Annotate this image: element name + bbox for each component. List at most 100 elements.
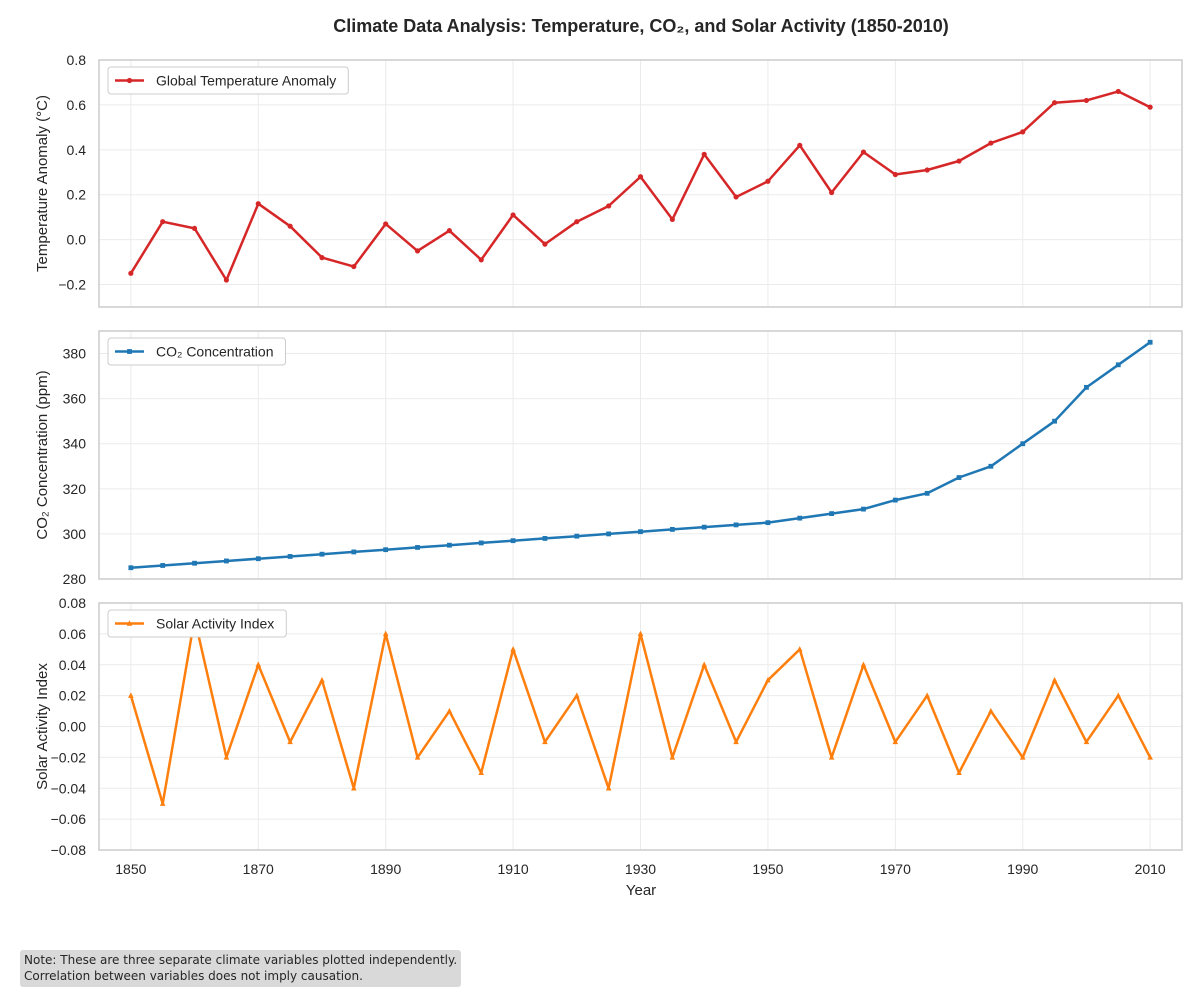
solar-data-point	[510, 646, 516, 652]
co2-y-tick-label: 360	[63, 391, 87, 407]
co2-legend: CO₂ Concentration	[107, 337, 286, 366]
x-axis: 1850 1870 1890 1910 1930 1950 1970 1990 2010	[115, 861, 1166, 877]
solar-data-point	[1115, 692, 1122, 698]
temperature-y-tick-label: −0.2	[58, 277, 86, 293]
note-box: Note: These are three separate climate v…	[20, 950, 462, 987]
co2-data-point	[797, 515, 803, 521]
co2-data-point	[574, 533, 580, 539]
co2-data-point	[733, 522, 739, 528]
solar-data-point	[605, 785, 612, 791]
solar-frame	[98, 602, 1183, 851]
co2-data-point	[669, 527, 675, 532]
temperature-frame	[98, 59, 1183, 308]
co2-data-point	[542, 536, 548, 541]
x-tick-label: 1950	[752, 861, 783, 877]
x-tick-label: 1850	[115, 861, 146, 877]
solar-y-axis-label: Solar Activity Index	[34, 663, 51, 790]
solar-data-point	[637, 630, 644, 637]
co2-data-point	[1020, 441, 1026, 447]
solar-data-point	[542, 738, 548, 745]
co2-data-point	[160, 563, 166, 568]
co2-y-tick-label: 320	[63, 481, 87, 497]
x-tick-label: 1890	[370, 861, 401, 877]
solar-data-point	[1147, 754, 1153, 760]
co2-y-tick-label: 380	[63, 346, 87, 362]
temperature-y-tick-label: 0.4	[67, 142, 87, 158]
solar-data-point	[446, 707, 453, 714]
solar-data-point	[892, 738, 899, 745]
co2-data-point	[924, 490, 930, 496]
temperature-data-point	[988, 140, 994, 146]
co2-data-point	[510, 538, 516, 544]
co2-data-point	[128, 565, 134, 571]
temperature-legend-label: Global Temperature Anomaly	[156, 73, 336, 89]
solar-data-point	[956, 769, 962, 776]
co2-data-point	[351, 549, 357, 555]
temperature-data-point	[797, 142, 803, 148]
solar-y-tick-label: −0.04	[51, 780, 87, 796]
temperature-data-point	[860, 149, 867, 155]
co2-legend-label: CO₂ Concentration	[156, 344, 274, 360]
co2-data-point	[415, 545, 420, 550]
temperature-data-point	[765, 178, 771, 184]
temperature-data-point	[1051, 100, 1058, 106]
co2-data-point	[861, 506, 866, 512]
solar-data-point	[1051, 676, 1058, 683]
solar-data-point	[478, 769, 485, 776]
co2-data-point	[988, 463, 994, 469]
x-tick-label: 1930	[625, 861, 656, 877]
solar-data-point	[1083, 738, 1090, 745]
x-tick-label: 1870	[243, 861, 274, 877]
temperature-data-point	[1115, 88, 1121, 95]
co2-data-point	[892, 497, 898, 503]
solar-y-tick-label: 0.04	[59, 657, 86, 673]
temperature-y-tick-label: 0.0	[67, 232, 87, 248]
temperature-data-point	[701, 151, 707, 157]
solar-y-tick-label: 0.00	[59, 719, 86, 735]
co2-data-point	[638, 529, 643, 535]
x-tick-label: 1970	[880, 861, 911, 877]
solar-data-point	[765, 676, 771, 683]
temperature-data-point	[829, 189, 835, 196]
solar-data-point	[924, 692, 930, 698]
co2-data-point	[1084, 384, 1089, 390]
temperature-data-point	[669, 216, 675, 223]
temperature-data-point	[574, 219, 580, 225]
temperature-data-point	[1020, 129, 1026, 135]
co2-data-point	[287, 554, 293, 559]
temperature-data-point	[223, 277, 230, 283]
temperature-legend: Global Temperature Anomaly	[107, 66, 349, 95]
co2-y-tick-label: 340	[63, 436, 87, 452]
note-line-2: Correlation between variables does not i…	[24, 969, 363, 983]
panel-solar: 0.08 0.06 0.04 0.02 0.00 −0.02 −0.04 −0.06 −0.08…	[34, 595, 1183, 858]
solar-y-tick-label: 0.02	[59, 688, 86, 704]
solar-legend-box	[107, 609, 287, 638]
temperature-data-point	[1083, 97, 1090, 104]
co2-data-point	[701, 524, 707, 530]
temperature-data-point	[892, 171, 898, 178]
solar-y-tick-label: −0.08	[51, 842, 87, 858]
solar-legend-label: Solar Activity Index	[156, 616, 274, 632]
x-tick-label: 1990	[1007, 861, 1038, 877]
solar-data-point	[796, 646, 803, 652]
temperature-data-point	[191, 225, 198, 232]
co2-data-point	[319, 551, 325, 557]
co2-data-point	[255, 556, 261, 562]
temperature-data-point	[128, 270, 134, 276]
temperature-data-point	[160, 219, 166, 225]
co2-data-point	[829, 511, 835, 517]
solar-y-tick-label: 0.08	[59, 595, 86, 611]
solar-y-tick-label: −0.02	[51, 749, 87, 765]
co2-data-point	[1115, 362, 1121, 368]
temperature-data-point	[924, 167, 930, 173]
temperature-y-tick-label: 0.8	[67, 52, 87, 68]
co2-legend-box	[107, 337, 286, 366]
solar-data-point	[128, 692, 134, 698]
solar-legend-marker	[126, 620, 133, 626]
note-line-1: Note: These are three separate climate v…	[24, 953, 458, 967]
solar-data-point	[733, 738, 739, 745]
x-axis-label: Year	[626, 882, 656, 899]
temperature-data-point	[255, 201, 261, 207]
solar-data-point	[414, 754, 421, 760]
temperature-data-point	[510, 212, 516, 218]
